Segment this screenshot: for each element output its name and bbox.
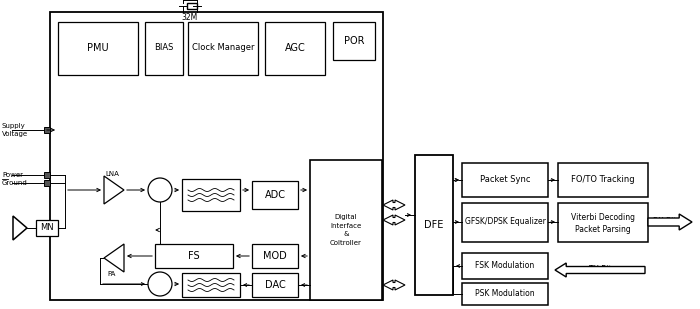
Text: PMU: PMU <box>88 43 108 53</box>
Bar <box>310 160 382 300</box>
Text: DFE: DFE <box>424 220 444 230</box>
Text: GFSK/DPSK Equalizer: GFSK/DPSK Equalizer <box>465 218 545 226</box>
Bar <box>155 244 233 268</box>
Text: CLK: CLK <box>388 202 400 208</box>
Text: FSK Modulation: FSK Modulation <box>475 261 535 270</box>
Polygon shape <box>648 214 692 230</box>
Text: MN: MN <box>40 223 54 232</box>
Bar <box>182 273 240 297</box>
Bar <box>252 273 298 297</box>
Text: SPI: SPI <box>389 282 399 287</box>
Bar <box>58 22 138 75</box>
Bar <box>50 12 383 300</box>
Text: POR: POR <box>344 36 364 46</box>
Text: AGC: AGC <box>285 43 305 53</box>
Text: Digital
Interface
&
Coltroller: Digital Interface & Coltroller <box>330 214 362 246</box>
Text: PSK Modulation: PSK Modulation <box>475 290 535 298</box>
Text: PA: PA <box>108 271 116 277</box>
Text: ADC: ADC <box>265 190 286 200</box>
Text: 32M: 32M <box>182 12 198 22</box>
Text: Packet Parsing: Packet Parsing <box>575 225 631 234</box>
Polygon shape <box>104 176 124 204</box>
Polygon shape <box>383 280 405 290</box>
Text: Viterbi Decoding: Viterbi Decoding <box>571 214 635 222</box>
Bar <box>252 244 298 268</box>
Bar <box>44 172 50 178</box>
Text: Ground: Ground <box>2 180 28 186</box>
Bar <box>558 163 648 197</box>
Polygon shape <box>555 263 645 277</box>
Bar <box>44 180 50 186</box>
Text: RX Bits: RX Bits <box>653 218 680 226</box>
Text: BIAS: BIAS <box>154 44 174 53</box>
Circle shape <box>148 178 172 202</box>
Polygon shape <box>383 200 405 210</box>
Text: DATA: DATA <box>386 218 402 222</box>
Polygon shape <box>383 215 405 225</box>
Bar <box>145 22 183 75</box>
Text: Packet Sync: Packet Sync <box>480 176 531 184</box>
Text: LNA: LNA <box>105 171 119 177</box>
Circle shape <box>148 272 172 296</box>
Text: MOD: MOD <box>263 251 287 261</box>
Polygon shape <box>104 244 124 272</box>
Text: TX Bits: TX Bits <box>589 265 616 274</box>
Bar <box>188 22 258 75</box>
Text: FS: FS <box>188 251 199 261</box>
Bar <box>252 181 298 209</box>
Bar <box>462 283 548 305</box>
Bar <box>187 3 197 9</box>
Bar <box>265 22 325 75</box>
Text: FO/TO Tracking: FO/TO Tracking <box>571 176 635 184</box>
Bar <box>462 203 548 242</box>
Bar <box>415 155 453 295</box>
Text: DAC: DAC <box>265 280 286 290</box>
Bar <box>333 22 375 60</box>
Bar <box>462 253 548 279</box>
Bar <box>462 163 548 197</box>
Bar <box>558 203 648 242</box>
Bar <box>36 220 58 236</box>
Bar <box>44 127 50 133</box>
Text: Clock Manager: Clock Manager <box>192 44 254 53</box>
Text: Power: Power <box>2 172 23 178</box>
Text: Supply
Voltage: Supply Voltage <box>2 123 28 137</box>
Bar <box>182 179 240 211</box>
